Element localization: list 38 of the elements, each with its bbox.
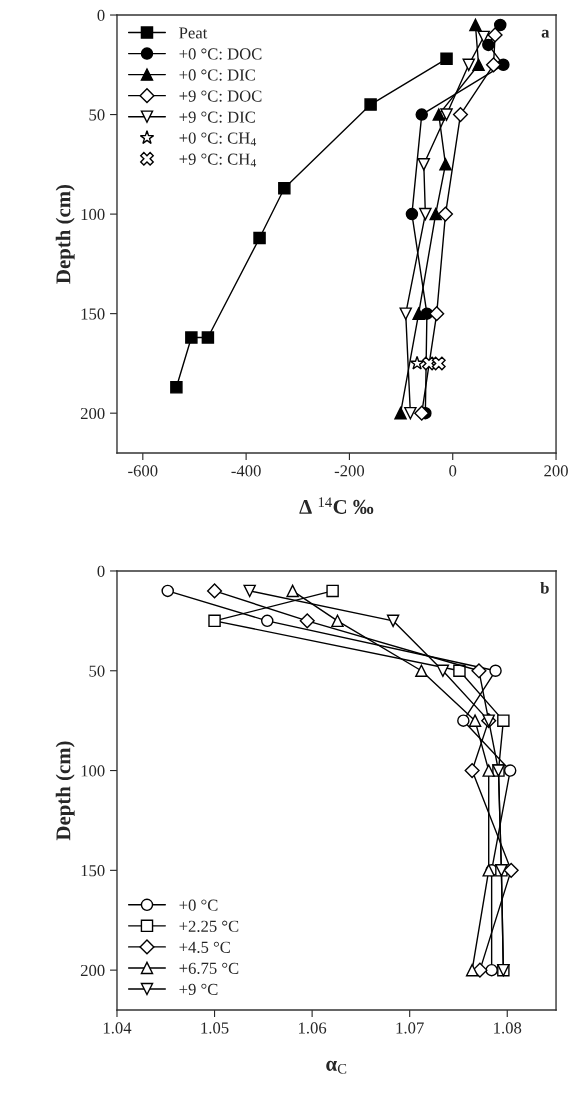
y-tick-label: 100 — [81, 208, 105, 221]
x-tick-label: 1.06 — [299, 1022, 327, 1034]
annotation: b — [540, 581, 549, 594]
y-tick-label: 50 — [89, 109, 105, 121]
legend-label: +0 °C: CH$_{4}$ — [179, 132, 257, 146]
legend-label: +9 °C: DOC — [179, 90, 262, 102]
y-tick-label: 0 — [97, 9, 105, 21]
y-axis-title: Depth (cm) — [55, 184, 75, 284]
legend-label: +0 °C: DIC — [179, 69, 255, 81]
legend-label: +9 °C: DIC — [179, 111, 255, 123]
y-tick-label: 50 — [89, 665, 105, 677]
legend-label: +0 °C: DOC — [179, 48, 262, 60]
y-tick-label: 100 — [81, 765, 105, 777]
legend-label: +9 °C: CH$_{4}$ — [179, 153, 257, 167]
y-tick-label: 200 — [80, 964, 105, 977]
y-axis-title: Depth (cm) — [55, 741, 75, 841]
y-tick-label: 150 — [81, 308, 105, 320]
x-tick-label: 1.04 — [103, 1022, 132, 1034]
x-tick-label: 1.08 — [494, 1022, 522, 1034]
x-axis-title: Δ $^{14}$C ‰ — [299, 497, 374, 514]
x-tick-label: -200 — [334, 465, 365, 477]
x-tick-label: -400 — [231, 465, 261, 477]
annotation: a — [541, 29, 550, 38]
legend-label: Peat — [179, 27, 208, 39]
x-tick-label: 1.05 — [201, 1022, 229, 1034]
x-tick-label: 200 — [544, 465, 568, 477]
legend-label: +0 °C — [179, 899, 218, 911]
x-tick-label: 0 — [449, 465, 457, 477]
y-tick-label: 150 — [81, 865, 105, 877]
x-tick-label: 1.07 — [396, 1022, 424, 1034]
legend-label: +2.25 °C — [179, 920, 239, 932]
legend-label: +6.75 °C — [179, 962, 239, 975]
legend-label: +4.5 °C — [179, 941, 230, 953]
x-tick-label: -600 — [128, 465, 158, 477]
x-axis-title: α$_{C}$ — [326, 1060, 347, 1074]
legend-label: +9 °C — [179, 983, 218, 995]
y-tick-label: 0 — [97, 565, 105, 577]
y-tick-label: 200 — [80, 407, 105, 420]
